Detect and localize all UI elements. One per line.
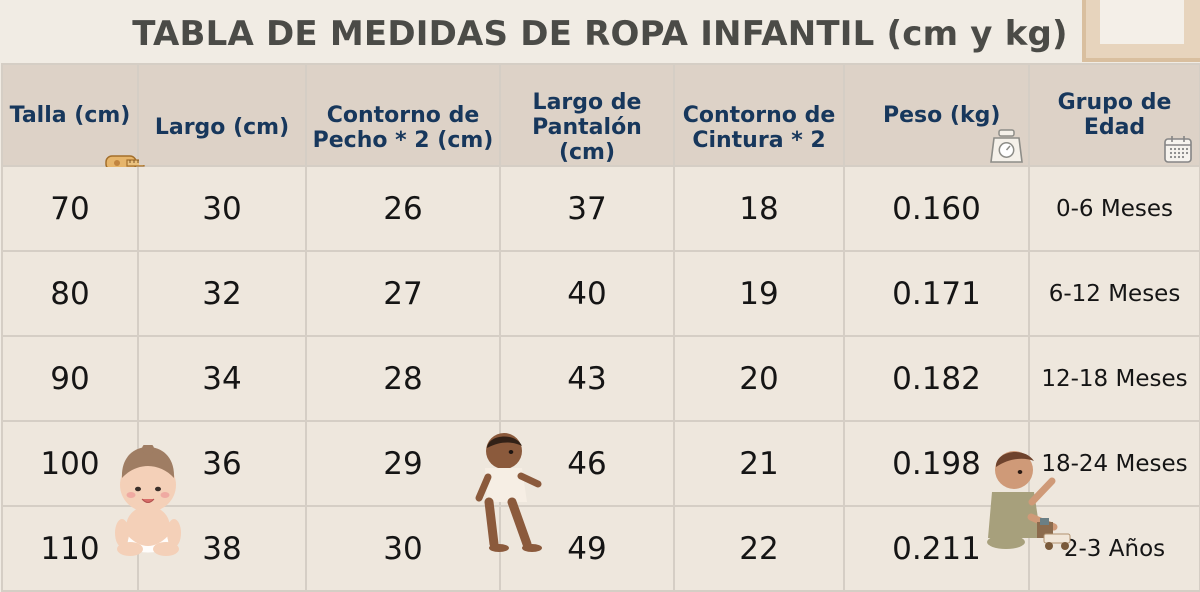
table-cell: 18 <box>673 165 845 252</box>
table-cell: 2-3 Años <box>1028 505 1200 592</box>
header-label: Grupo de Edad <box>1057 90 1172 140</box>
table-cell: 20 <box>673 335 845 422</box>
table-cell: 46 <box>499 420 675 507</box>
table-cell: 32 <box>137 250 307 337</box>
table-cell: 0-6 Meses <box>1028 165 1200 252</box>
table-cell: 21 <box>673 420 845 507</box>
header-label: Peso (kg) <box>883 102 1001 128</box>
table-cell: 27 <box>305 250 501 337</box>
table-row: 90 34 28 43 20 0.182 12-18 Meses <box>1 335 1200 422</box>
table-cell: 34 <box>137 335 307 422</box>
table-cell: 37 <box>499 165 675 252</box>
header-label: Talla (cm) <box>9 102 131 128</box>
table-cell: 80 <box>1 250 139 337</box>
table-cell: 0.198 <box>843 420 1030 507</box>
table-row: 100 36 29 46 21 0.198 18-24 Meses <box>1 420 1200 507</box>
table-cell: 19 <box>673 250 845 337</box>
table-row: 80 32 27 40 19 0.171 6-12 Meses <box>1 250 1200 337</box>
table-cell: 30 <box>305 505 501 592</box>
table-cell: 6-12 Meses <box>1028 250 1200 337</box>
header-cell: Contorno de Cintura * 2 <box>673 63 845 167</box>
table-cell: 22 <box>673 505 845 592</box>
header-cell: Largo de Pantalón (cm) <box>499 63 675 167</box>
header-cell: Peso (kg) <box>843 63 1030 167</box>
table-cell: 12-18 Meses <box>1028 335 1200 422</box>
table-cell: 90 <box>1 335 139 422</box>
table-cell: 36 <box>137 420 307 507</box>
scale-icon <box>990 129 1023 163</box>
table-cell: 40 <box>499 250 675 337</box>
table-cell: 30 <box>137 165 307 252</box>
table-cell: 28 <box>305 335 501 422</box>
header-label: Largo de Pantalón (cm) <box>532 90 642 165</box>
page-title: TABLA DE MEDIDAS DE ROPA INFANTIL (cm y … <box>132 14 1068 54</box>
header-label: Contorno de Pecho * 2 (cm) <box>312 102 494 153</box>
table-row: 70 30 26 37 18 0.160 0-6 Meses <box>1 165 1200 252</box>
table-cell: 0.182 <box>843 335 1030 422</box>
table-cell: 100 <box>1 420 139 507</box>
table-row: 110 38 30 49 22 0.211 2-3 Años <box>1 505 1200 592</box>
picture-frame-decoration <box>1082 0 1200 62</box>
table-cell: 26 <box>305 165 501 252</box>
size-table: Talla (cm) Largo (cm) Contorno de Pecho … <box>1 63 1200 592</box>
header-row: Talla (cm) Largo (cm) Contorno de Pecho … <box>1 63 1200 171</box>
table-cell: 70 <box>1 165 139 252</box>
calendar-icon <box>1164 136 1192 163</box>
table-cell: 43 <box>499 335 675 422</box>
table-cell: 29 <box>305 420 501 507</box>
header-cell: Talla (cm) <box>1 63 145 171</box>
header-cell: Grupo de Edad <box>1028 63 1200 167</box>
table-cell: 110 <box>1 505 139 592</box>
header-label: Contorno de Cintura * 2 <box>682 102 836 153</box>
table-cell: 18-24 Meses <box>1028 420 1200 507</box>
header-cell: Contorno de Pecho * 2 (cm) <box>305 63 501 167</box>
table-cell: 38 <box>137 505 307 592</box>
header-cell: Largo (cm) <box>137 63 307 167</box>
table-cell: 0.211 <box>843 505 1030 592</box>
table-cell: 0.160 <box>843 165 1030 252</box>
table-cell: 0.171 <box>843 250 1030 337</box>
header-label: Largo (cm) <box>154 115 290 140</box>
table-cell: 49 <box>499 505 675 592</box>
